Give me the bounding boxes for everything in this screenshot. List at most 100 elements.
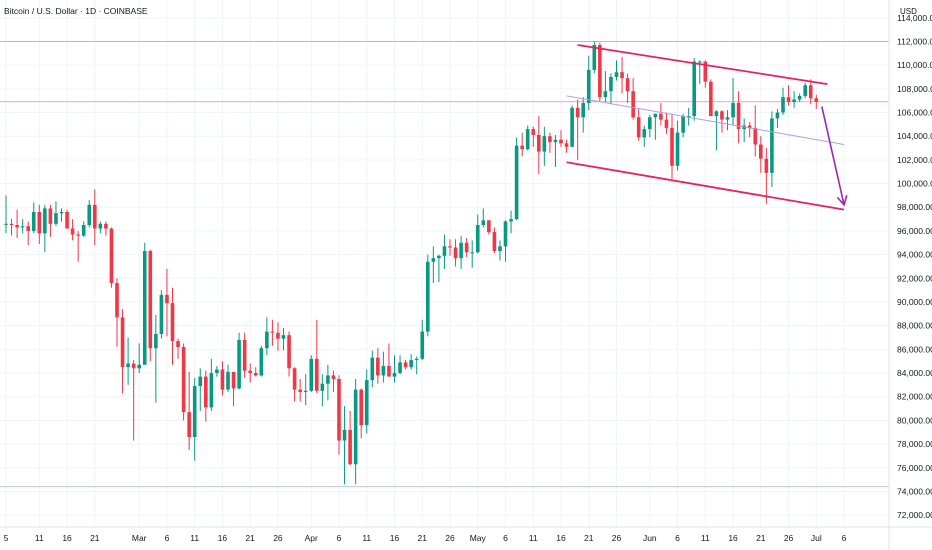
candle-body [20, 226, 25, 228]
price-tick-label: 106,000.00 [897, 108, 932, 118]
candle [154, 315, 158, 403]
candle [265, 317, 269, 356]
candle-body [659, 113, 663, 120]
candle-body [331, 375, 336, 379]
candle-body [453, 247, 458, 259]
candle-body [537, 135, 541, 152]
candle [276, 322, 280, 351]
price-tick-label: 100,000.00 [897, 179, 932, 189]
candle-body [620, 72, 624, 79]
price-tick-label: 98,000.00 [897, 202, 932, 212]
candle [126, 337, 130, 385]
candle [359, 388, 363, 439]
time-axis[interactable]: 5 11 16 21 Mar 6 11 16 21 26 Apr 6 11 16 21 26 May 6 11 16 2… [4, 533, 847, 543]
price-tick-label: 90,000.00 [897, 297, 932, 307]
candle-body [226, 371, 230, 390]
candle [142, 242, 147, 365]
candle-body [154, 333, 158, 349]
candle-body [109, 228, 114, 284]
candle-body [204, 376, 208, 408]
candle-body [137, 364, 141, 369]
candle-body [514, 145, 519, 220]
candle-body [65, 211, 69, 229]
candle-body [720, 111, 724, 120]
candle-body [603, 91, 608, 98]
candle-body [736, 103, 741, 130]
vertical-gridlines [5, 0, 845, 527]
candle-body [43, 208, 47, 234]
candle-body [248, 370, 252, 374]
time-tick-label: 5 [4, 533, 9, 543]
candle-body [320, 383, 325, 391]
candle [381, 351, 386, 383]
time-tick-label: 16 [218, 533, 228, 543]
candle-body [803, 85, 807, 96]
time-tick-label: 26 [784, 533, 794, 543]
candle-body [398, 362, 402, 374]
candle-body [714, 111, 719, 117]
candle [692, 58, 696, 121]
candle [9, 219, 14, 236]
price-tick-label: 82,000.00 [897, 392, 932, 402]
candle-body [586, 69, 591, 104]
candle [548, 132, 552, 153]
candle-body [747, 125, 752, 128]
candle-body [270, 331, 275, 333]
candle-body [403, 362, 408, 368]
candle-body [681, 116, 685, 133]
candle [475, 214, 480, 254]
candle [231, 371, 236, 407]
candle [609, 73, 613, 105]
candle [187, 371, 191, 451]
candle-body [498, 246, 502, 252]
candle [426, 254, 430, 337]
candle [181, 343, 186, 421]
time-tick-label: 21 [245, 533, 255, 543]
candle [592, 41, 597, 74]
candle-body [731, 103, 735, 118]
candle-body [187, 412, 191, 437]
candle-body [54, 213, 58, 224]
time-tick-label: 21 [418, 533, 428, 543]
candle [564, 139, 569, 153]
candle-body [337, 378, 341, 441]
candle [514, 137, 519, 221]
candle-body [592, 45, 597, 70]
price-axis[interactable]: 72,000.00 74,000.00 76,000.00 78,000.00 80,0… [897, 13, 932, 520]
candle [781, 87, 785, 115]
candle-body [15, 225, 19, 228]
candle-body [259, 348, 264, 376]
candle [253, 367, 258, 377]
candle-body [631, 91, 635, 118]
candle [192, 377, 197, 461]
candle-body [287, 335, 291, 369]
candle [442, 234, 447, 269]
candle [648, 114, 652, 138]
candle-body [192, 386, 197, 437]
price-tick-label: 96,000.00 [897, 226, 932, 236]
candle [581, 97, 585, 133]
candle [498, 240, 502, 261]
time-tick-label: Jul [811, 533, 822, 543]
candle [326, 364, 330, 401]
candle [31, 202, 36, 234]
candle-body [448, 246, 452, 248]
candle-body [181, 346, 186, 413]
candle [614, 60, 619, 81]
candle-body [26, 226, 30, 231]
time-tick-label: 16 [556, 533, 566, 543]
currency-label[interactable]: USD [900, 7, 917, 16]
candle-body [614, 72, 619, 77]
candle [20, 219, 25, 234]
candle-body [281, 335, 286, 339]
candle-body [298, 389, 302, 392]
time-tick-label: 11 [362, 533, 371, 543]
candle [237, 332, 241, 390]
candle [420, 319, 425, 361]
price-tick-label: 94,000.00 [897, 250, 932, 260]
candle-body [104, 223, 108, 229]
candle [559, 130, 563, 147]
candle-body [253, 373, 258, 376]
candle [370, 350, 375, 388]
candle [87, 200, 92, 228]
